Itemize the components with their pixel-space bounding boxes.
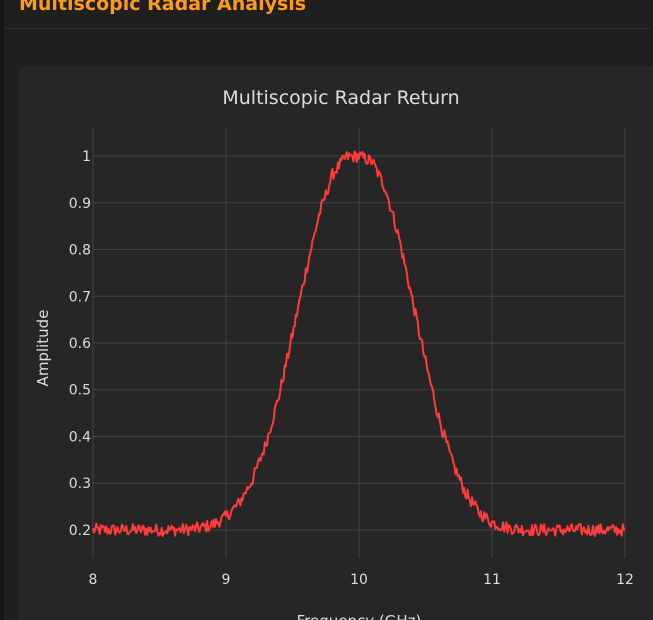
- y-tick-labels: 0.2 0.3 0.4 0.5 0.6 0.7 0.8 0.9 1: [69, 149, 91, 539]
- x-tick-label: 10: [350, 572, 368, 588]
- y-tick-label: 0.7: [69, 289, 91, 305]
- chart-title: Multiscopic Radar Return: [222, 87, 459, 109]
- y-axis-label: Amplitude: [34, 310, 52, 387]
- x-tick-label: 12: [616, 572, 634, 588]
- x-tick-label: 8: [89, 572, 98, 588]
- x-axis-label: Frequency (GHz): [297, 612, 422, 620]
- y-tick-label: 0.8: [69, 243, 91, 259]
- header-divider: [4, 28, 649, 29]
- y-tick-label: 0.3: [69, 476, 91, 492]
- chart-panel: 8 9 10 11 12 0.2 0.3 0.4 0.5 0.6 0.7 0.8 0.9 1 Multi…: [18, 66, 653, 620]
- x-tick-labels: 8 9 10 11 12: [89, 572, 634, 588]
- y-tick-label: 0.5: [69, 383, 91, 399]
- window-edge: [0, 0, 4, 620]
- y-tick-label: 0.2: [69, 523, 91, 539]
- y-tick-label: 0.6: [69, 336, 91, 352]
- x-tick-label: 9: [222, 572, 231, 588]
- y-tick-label: 0.4: [69, 429, 91, 445]
- app-title: Multiscopic Radar Analysis: [19, 0, 307, 15]
- series-line: [92, 150, 626, 537]
- y-tick-label: 0.9: [69, 196, 91, 212]
- x-tick-label: 11: [483, 572, 501, 588]
- radar-return-chart[interactable]: 8 9 10 11 12 0.2 0.3 0.4 0.5 0.6 0.7 0.8 0.9 1 Multi…: [18, 66, 653, 620]
- y-tick-label: 1: [82, 149, 91, 165]
